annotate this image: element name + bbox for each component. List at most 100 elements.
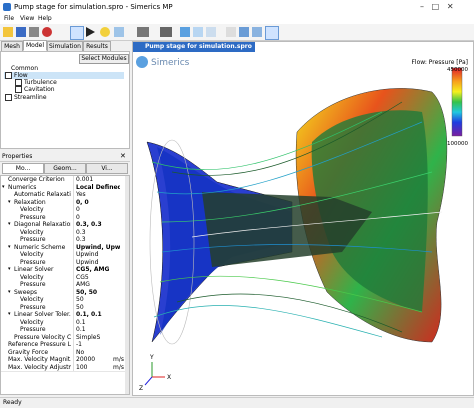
property-name: Sweeps (14, 288, 38, 296)
tool-display[interactable] (137, 27, 149, 37)
menu-item[interactable]: View (20, 15, 35, 22)
tool-save[interactable] (16, 27, 26, 37)
tree-item[interactable]: Cavitation (15, 86, 55, 93)
property-name: Reference Pressure Lo... (8, 341, 71, 348)
property-name: Numeric Scheme (14, 243, 66, 251)
legend-max: 450000 (447, 67, 468, 73)
axis-label: Z (139, 385, 143, 392)
tool-axes[interactable] (206, 27, 216, 37)
expander[interactable]: ▾ (8, 311, 11, 317)
property-value: -1 (73, 341, 120, 349)
property-value: No (73, 348, 120, 356)
tool-rotate[interactable] (239, 27, 249, 37)
expander[interactable]: ▾ (8, 243, 11, 250)
property-name: Max. Velocity Magnit... (8, 356, 71, 363)
property-value: 0.1, 0.1 (73, 311, 120, 319)
status-bar: Ready (0, 397, 474, 408)
property-value: 20000 (73, 356, 120, 364)
property-name: Converge Criterion (8, 176, 65, 183)
property-value: SimpleS (73, 333, 120, 341)
property-name: Velocity (20, 228, 44, 236)
tool-pan[interactable] (252, 27, 262, 37)
property-value: Upwind (73, 258, 120, 266)
property-name: Gravity Force (8, 348, 49, 356)
axis-label: Y (149, 354, 154, 361)
menu-item[interactable]: File (4, 15, 15, 22)
tool-light[interactable] (100, 27, 110, 37)
property-unit: m/s (113, 356, 124, 363)
property-name: Pressure (20, 281, 46, 288)
expander[interactable]: ▾ (2, 183, 5, 190)
legend-title: Flow: Pressure [Pa] (411, 59, 468, 66)
tree-item[interactable]: Flow (5, 72, 28, 79)
close-button[interactable]: ✕ (120, 152, 126, 160)
property-name: Max. Velocity Adjustm... (8, 363, 71, 371)
expander[interactable]: ▾ (8, 198, 11, 205)
property-name: Pressure (20, 213, 46, 221)
property-value: CG5, AMG (73, 266, 120, 274)
toolbar (0, 24, 474, 41)
property-value: 50 (73, 296, 120, 304)
tab-active[interactable]: Model (23, 40, 47, 51)
tool-open[interactable] (3, 27, 13, 37)
tree-item[interactable]: Turbulence (15, 79, 57, 86)
window-title: Pump stage for simulation.spro - Simeric… (14, 3, 173, 11)
property-name: Velocity (20, 273, 44, 281)
tree-item[interactable]: Streamline (5, 94, 47, 101)
logo: Simerics (151, 58, 190, 68)
property-value: 100 (73, 363, 120, 371)
scrollbar[interactable] (125, 176, 129, 394)
module-panel: Select Modules Common Flow Turbulence Ca… (0, 51, 130, 149)
property-name: Pressure (20, 303, 46, 311)
tab[interactable]: Vi... (86, 163, 128, 174)
property-value: Yes (73, 191, 120, 199)
property-name: Relaxation (14, 198, 46, 206)
property-value: Upwind (73, 251, 120, 259)
tool-mesh[interactable] (70, 26, 84, 40)
status-text: Ready (3, 399, 22, 406)
tool-camera[interactable] (114, 27, 124, 37)
property-value: 0.3 (73, 228, 120, 236)
select-modules-button[interactable]: Select Modules (79, 54, 129, 64)
tab-active[interactable]: Mo... (2, 163, 44, 174)
tool-run[interactable] (86, 27, 95, 37)
property-value: 0, 0 (73, 198, 120, 206)
tool-stop[interactable] (42, 27, 52, 37)
tree-selection (4, 72, 124, 79)
property-unit: m/s (113, 363, 124, 371)
property-name: Velocity (20, 206, 44, 213)
color-bar (451, 67, 463, 137)
tool-fit[interactable] (180, 27, 190, 37)
property-value: CG5 (73, 273, 120, 281)
menu-item[interactable]: Help (38, 15, 52, 22)
property-name: Automatic Relaxation (14, 191, 71, 198)
property-name: Linear Solver Toler... (14, 311, 71, 318)
property-value: 0.3, 0.3 (73, 221, 120, 229)
tool-print[interactable] (29, 27, 39, 37)
document-tab[interactable]: Pump stage for simulation.spro (133, 42, 255, 52)
legend-min: 100000 (447, 141, 468, 147)
tool-zoom[interactable] (193, 27, 203, 37)
tool-select[interactable] (226, 27, 236, 37)
axis-label: X (167, 374, 171, 381)
tool-view[interactable] (160, 27, 172, 37)
expander[interactable]: ▾ (8, 266, 11, 272)
app-icon (3, 3, 11, 11)
tree-item-label: Turbulence (24, 79, 57, 86)
property-value: Local Defined (73, 183, 120, 191)
expander[interactable]: ▾ (8, 221, 11, 227)
expander[interactable]: ▾ (8, 288, 11, 295)
property-value: AMG (73, 281, 120, 289)
property-value: 0.1 (73, 326, 120, 334)
property-value: 50, 50 (73, 288, 120, 296)
property-name: Pressure (20, 326, 46, 333)
property-name: Numerics (8, 183, 37, 191)
tab[interactable]: Geom... (44, 163, 86, 174)
tool-move[interactable] (265, 26, 279, 40)
window-controls[interactable]: – □ ✕ (420, 2, 454, 11)
property-name: Diagonal Relaxation (14, 221, 71, 228)
property-name: Pressure (20, 258, 46, 266)
inlet-rim (149, 139, 195, 345)
